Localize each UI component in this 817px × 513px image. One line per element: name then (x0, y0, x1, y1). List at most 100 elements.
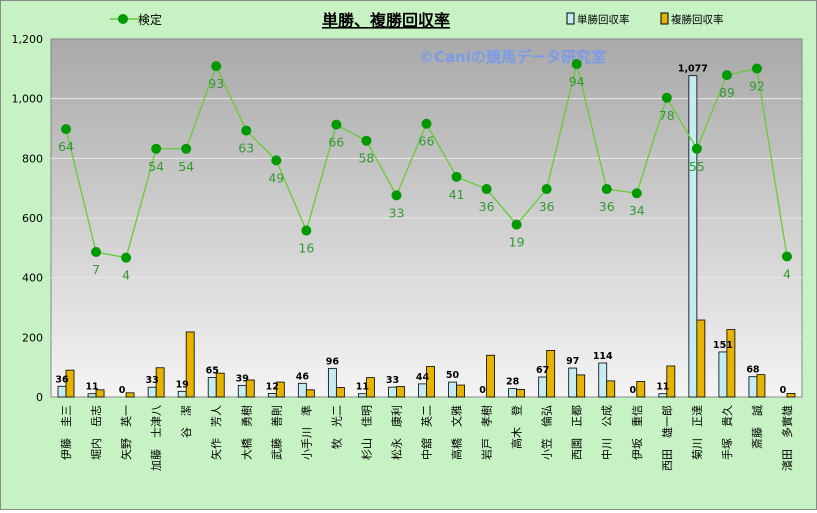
data-label-line: 78 (659, 108, 675, 123)
bar-fukusho (366, 377, 375, 398)
line-point (151, 143, 162, 154)
bar-fukusho (756, 374, 766, 398)
y-tick-label: 0 (36, 391, 43, 404)
bar-fukusho (786, 393, 796, 398)
data-label-line: 64 (58, 139, 74, 154)
bar-tansho (327, 367, 337, 398)
data-label-tansho: 0 (629, 385, 636, 396)
bar-fukusho (606, 380, 616, 398)
bar-tansho (297, 382, 307, 398)
data-label-line: 34 (629, 203, 645, 218)
data-label-line: 7 (92, 262, 100, 277)
line-point (541, 184, 552, 195)
bar-tansho (688, 75, 698, 398)
data-label-tansho: 46 (296, 371, 310, 382)
data-label-tansho: 97 (566, 356, 579, 367)
bar-tansho (448, 381, 457, 398)
line-point (691, 143, 702, 154)
y-tick-label: 600 (22, 212, 43, 225)
legend-label-fukusho: 複勝回収率 (671, 13, 724, 26)
data-label-line: 94 (569, 74, 585, 89)
line-point (781, 251, 792, 262)
x-tick-label: 西園 正都 (571, 405, 584, 460)
data-label-tansho: 28 (506, 377, 520, 388)
data-label-tansho: 0 (119, 385, 126, 396)
bar-fukusho (95, 389, 105, 398)
data-label-line: 16 (298, 241, 314, 256)
data-label-line: 19 (509, 235, 525, 250)
data-label-line: 89 (719, 85, 735, 100)
bar-fukusho (426, 366, 435, 398)
data-label-tansho: 0 (479, 385, 486, 396)
x-tick-label: 高木 登 (510, 405, 524, 449)
bar-tansho (388, 386, 397, 398)
bar-fukusho (666, 365, 676, 398)
y-axis: 0 200 400 600 800 1,000 1,200 (12, 33, 44, 404)
y-tick-label: 400 (22, 272, 43, 285)
bar-tansho (358, 393, 367, 398)
data-label-tansho: 33 (386, 375, 399, 386)
bar-fukusho (245, 379, 255, 398)
x-tick-label: 濱田 多實雄 (780, 405, 794, 471)
bars (57, 75, 796, 398)
y-tick-label: 1,000 (12, 93, 44, 106)
legend: 検定 単勝回収率 複勝回収率 (110, 12, 724, 27)
watermark: ©Caniの競馬データ研究室 (419, 48, 606, 66)
bar-fukusho (275, 381, 285, 398)
x-tick-label: 菊川 正達 (691, 405, 704, 460)
data-label-line: 92 (749, 79, 765, 94)
data-label-line: 49 (268, 170, 284, 185)
x-tick-label: 小笠 倫弘 (540, 405, 554, 460)
legend-label-tansho: 単勝回収率 (577, 13, 630, 26)
x-tick-label: 伊藤 圭三 (60, 405, 73, 460)
data-label-tansho: 11 (85, 382, 98, 393)
bar-tansho (418, 383, 427, 398)
x-tick-label: 中舘 英二 (420, 405, 434, 460)
data-label-tansho: 44 (416, 372, 430, 383)
data-label-line: 4 (783, 266, 791, 281)
line-point (241, 125, 252, 136)
bar-fukusho (65, 369, 75, 398)
data-label-line: 36 (539, 199, 555, 214)
line-point (181, 143, 192, 154)
x-tick-label: 手塚 貴久 (720, 405, 734, 460)
x-tick-label: 中川 公成 (601, 405, 614, 460)
chart-title: 単勝、複勝回収率 (322, 11, 450, 30)
data-label-tansho: 151 (713, 340, 733, 351)
data-label-tansho: 50 (446, 370, 460, 381)
line-point (721, 70, 732, 81)
bar-tansho (508, 388, 518, 398)
line-point (421, 118, 432, 129)
line-point (61, 124, 72, 135)
x-tick-label: 松永 康利 (389, 405, 403, 460)
data-label-tansho: 19 (176, 379, 189, 390)
data-label-tansho: 12 (266, 381, 279, 392)
bar-fukusho (636, 381, 646, 398)
line-point (121, 252, 132, 263)
data-label-tansho: 0 (780, 385, 787, 396)
data-label-tansho: 96 (326, 356, 340, 367)
data-label-line: 33 (389, 205, 405, 220)
data-label-line: 93 (208, 76, 224, 91)
data-label-tansho: 36 (55, 374, 69, 385)
x-tick-label: 大橋 勇樹 (239, 405, 253, 460)
bar-tansho (598, 362, 608, 398)
data-label-tansho: 68 (746, 365, 760, 376)
line-point (751, 63, 762, 74)
bar-tansho (568, 367, 578, 398)
y-tick-label: 1,200 (12, 33, 44, 46)
data-label-line: 41 (449, 187, 465, 202)
bar-fukusho (396, 386, 405, 398)
bar-fukusho (696, 319, 706, 398)
bar-fukusho (516, 389, 526, 398)
line-series (61, 59, 792, 263)
line-point (661, 92, 672, 103)
line-point (301, 225, 312, 236)
bar-tansho (177, 390, 187, 398)
data-label-line: 4 (122, 268, 130, 283)
data-label-line: 36 (599, 199, 615, 214)
legend-swatch-tansho (566, 12, 575, 25)
